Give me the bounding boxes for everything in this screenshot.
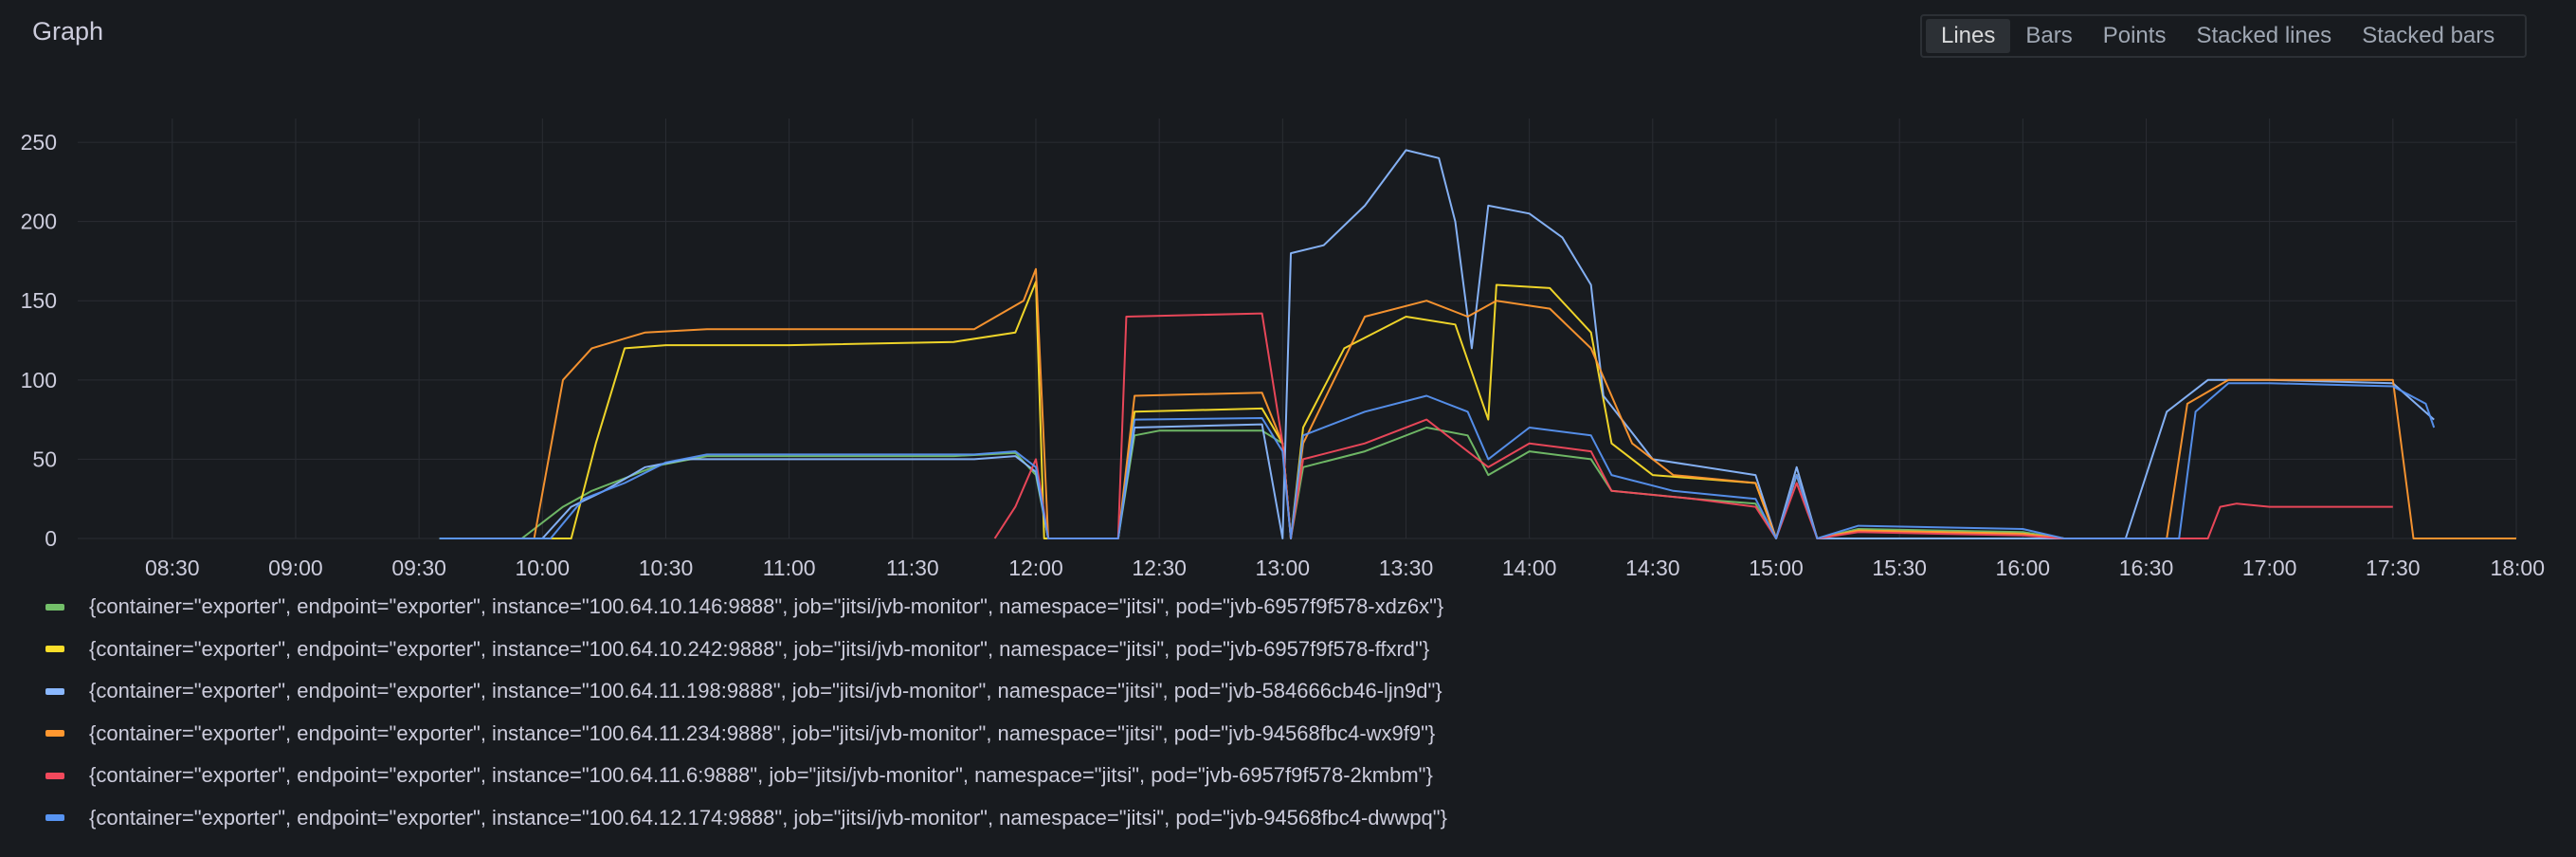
legend-label: {container="exporter", endpoint="exporte… [89, 636, 1430, 661]
line-chart[interactable]: 0 50 100 150 200 250 08:30 09:00 09:30 10:00 10:30… [0, 104, 2576, 578]
legend-label: {container="exporter", endpoint="exporte… [89, 720, 1436, 745]
x-tick-label: 09:30 [391, 556, 446, 578]
series-line-6 [439, 382, 2436, 539]
mode-button-stacked-bars[interactable]: Stacked bars [2362, 23, 2495, 48]
legend-swatch [45, 730, 64, 738]
legend-item[interactable]: {container="exporter", endpoint="exporte… [45, 755, 1447, 797]
series-line-2 [439, 281, 2106, 539]
x-tick-label: 11:00 [763, 556, 816, 578]
legend-item[interactable]: {container="exporter", endpoint="exporte… [45, 629, 1447, 671]
legend-swatch [45, 603, 64, 611]
series-group [439, 149, 2516, 539]
x-tick-label: 14:00 [1502, 556, 1557, 578]
y-tick-label: 0 [45, 526, 57, 551]
graph-mode-toggle: Lines Bars Points Stacked lines Stacked bars [1920, 14, 2527, 58]
x-tick-label: 09:00 [268, 556, 323, 578]
x-tick-label: 18:00 [2490, 556, 2545, 578]
x-tick-label: 13:30 [1379, 556, 1434, 578]
x-tick-label: 12:00 [1008, 556, 1063, 578]
y-tick-label: 100 [21, 368, 57, 392]
x-tick-label: 13:00 [1256, 556, 1311, 578]
x-tick-label: 10:00 [516, 556, 571, 578]
legend-item[interactable]: {container="exporter", endpoint="exporte… [45, 586, 1447, 629]
legend-swatch [45, 772, 64, 779]
y-tick-label: 150 [21, 288, 57, 313]
mode-button-stacked-lines[interactable]: Stacked lines [2196, 23, 2332, 48]
legend-swatch [45, 646, 64, 653]
x-tick-label: 17:00 [2242, 556, 2297, 578]
x-tick-label: 16:30 [2119, 556, 2174, 578]
y-tick-label: 200 [21, 210, 57, 234]
legend: {container="exporter", endpoint="exporte… [45, 586, 1447, 839]
legend-label: {container="exporter", endpoint="exporte… [89, 805, 1447, 830]
x-tick-label: 10:30 [639, 556, 694, 578]
legend-item[interactable]: {container="exporter", endpoint="exporte… [45, 713, 1447, 756]
legend-swatch [45, 814, 64, 822]
x-tick-label: 08:30 [145, 556, 200, 578]
legend-label: {container="exporter", endpoint="exporte… [89, 594, 1444, 619]
x-tick-label: 16:00 [1996, 556, 2051, 578]
x-tick-label: 11:30 [886, 556, 939, 578]
legend-swatch [45, 687, 64, 695]
panel-title: Graph [32, 17, 104, 46]
legend-label: {container="exporter", endpoint="exporte… [89, 763, 1433, 788]
legend-item[interactable]: {container="exporter", endpoint="exporte… [45, 797, 1447, 840]
x-tick-label: 14:30 [1625, 556, 1680, 578]
y-tick-label: 50 [32, 447, 57, 471]
x-tick-label: 12:30 [1132, 556, 1187, 578]
x-tick-label: 17:30 [2366, 556, 2421, 578]
legend-item[interactable]: {container="exporter", endpoint="exporte… [45, 670, 1447, 713]
x-tick-label: 15:30 [1872, 556, 1927, 578]
x-tick-label: 15:00 [1749, 556, 1804, 578]
series-line-3 [439, 149, 2435, 539]
y-tick-label: 250 [21, 130, 57, 155]
mode-button-points[interactable]: Points [2102, 23, 2167, 48]
series-line-4 [460, 267, 2516, 539]
mode-button-lines[interactable]: Lines [1926, 19, 2011, 53]
legend-label: {container="exporter", endpoint="exporte… [89, 679, 1442, 703]
mode-button-bars[interactable]: Bars [2025, 23, 2073, 48]
